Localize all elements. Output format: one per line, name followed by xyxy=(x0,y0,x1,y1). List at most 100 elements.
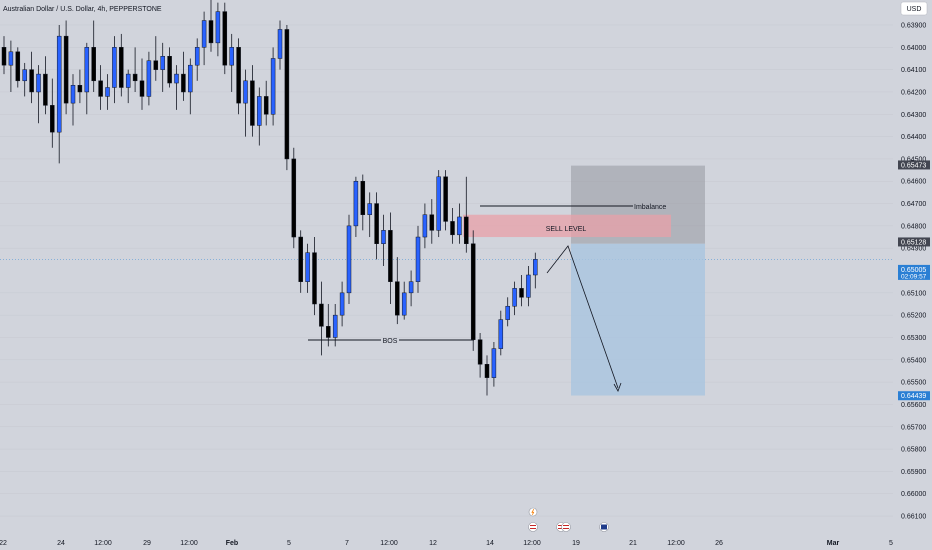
price-tag xyxy=(898,391,930,401)
candle-up xyxy=(270,58,276,115)
candle-down xyxy=(319,303,324,327)
currency-label: USD xyxy=(907,6,922,13)
candle-down xyxy=(132,73,138,82)
event-icons[interactable] xyxy=(528,507,609,532)
us-flag-icon[interactable] xyxy=(528,522,538,532)
us-flag-stripe xyxy=(558,528,564,529)
price-tick-label: 0.63900 xyxy=(901,23,926,30)
candle-down xyxy=(181,73,186,93)
time-tick-label: 12:00 xyxy=(667,540,685,547)
candle-up xyxy=(84,47,90,93)
us-flag-stripe xyxy=(563,525,569,526)
candle-up xyxy=(353,180,359,227)
price-tick-label: 0.65100 xyxy=(901,290,926,297)
candle-down xyxy=(326,326,331,338)
candle-down xyxy=(519,288,524,298)
price-tag xyxy=(898,160,930,170)
imbalance-label: Imbalance xyxy=(634,204,666,211)
candle-up xyxy=(146,60,152,97)
candle-up xyxy=(457,216,462,236)
price-tick-label: 0.64100 xyxy=(901,67,926,74)
time-tick-label: Feb xyxy=(226,540,238,547)
candle-down xyxy=(298,236,303,282)
candle-down xyxy=(443,176,448,222)
candle-up xyxy=(125,73,131,88)
price-tick-label: 0.64500 xyxy=(901,156,926,163)
candle-up xyxy=(229,47,234,66)
price-axis[interactable]: 0.66100 0.66000 0.65900 0.65800 0.65700 0.656… xyxy=(893,0,932,550)
candle-down xyxy=(63,35,69,104)
us-flag-stripe xyxy=(563,528,569,529)
price-tick-label: 0.65400 xyxy=(901,357,926,364)
candle-down xyxy=(98,80,103,97)
currency-button[interactable] xyxy=(900,1,928,16)
candle-down xyxy=(360,180,366,215)
candle-up xyxy=(22,69,27,82)
candle-down xyxy=(284,29,290,160)
candle-up xyxy=(194,47,200,66)
candle-down xyxy=(236,47,241,104)
candle-down xyxy=(50,105,55,133)
candle-down xyxy=(464,216,469,244)
price-tag-label: 0.65005 xyxy=(901,267,926,274)
time-tick-label: 12:00 xyxy=(380,540,398,547)
time-tick-label: 7 xyxy=(345,540,349,547)
candle-up xyxy=(415,236,421,282)
candle-down xyxy=(388,230,393,282)
candle-up xyxy=(367,203,372,215)
candle-up xyxy=(8,51,14,66)
candle-down xyxy=(429,214,435,231)
candle-down xyxy=(139,80,145,97)
price-tick-label: 0.64900 xyxy=(901,246,926,253)
candle-up xyxy=(70,85,76,104)
au-flag-field xyxy=(601,524,607,530)
price-tag xyxy=(898,237,930,247)
candle-down xyxy=(312,252,317,305)
candle-up xyxy=(533,259,538,276)
candle-up xyxy=(332,314,338,338)
candle-up xyxy=(491,348,497,378)
price-tick-label: 0.64200 xyxy=(901,89,926,96)
candle-down xyxy=(77,85,83,93)
candle-down xyxy=(222,11,228,66)
candle-up xyxy=(215,11,221,44)
candle-down xyxy=(477,339,483,365)
price-tick-label: 0.64700 xyxy=(901,201,926,208)
bos-label: BOS xyxy=(383,338,398,345)
candle-down xyxy=(167,55,172,84)
price-tick-label: 0.65900 xyxy=(901,469,926,476)
price-tick-label: 0.64600 xyxy=(901,179,926,186)
time-axis[interactable]: 22 24 12:00 29 12:00 Feb 5 7 12:00 12 14 12:00 19 21 1… xyxy=(0,540,893,547)
time-tick-label: 21 xyxy=(629,540,637,547)
symbol-title: Australian Dollar / U.S. Dollar, 4h, PEP… xyxy=(3,6,162,13)
price-tick-label: 0.64400 xyxy=(901,134,926,141)
candle-down xyxy=(450,221,455,236)
candle-down xyxy=(484,364,490,378)
target-zone xyxy=(571,243,705,396)
time-tick-label: 24 xyxy=(57,540,65,547)
candle-up xyxy=(105,87,110,97)
candle-down xyxy=(395,281,400,316)
candle-down xyxy=(291,158,297,238)
candle-down xyxy=(250,80,255,126)
price-tick-label: 0.65800 xyxy=(901,447,926,454)
candle-up xyxy=(512,288,517,307)
us-flag-icon[interactable] xyxy=(561,522,571,532)
us-flag-stripe xyxy=(530,528,536,529)
candle-up xyxy=(436,176,441,231)
time-tick-label: 5 xyxy=(287,540,291,547)
price-tick-label: 0.64800 xyxy=(901,223,926,230)
price-tag xyxy=(898,264,930,280)
candle-down xyxy=(29,69,34,93)
time-tick-label: 14 xyxy=(486,540,494,547)
candle-up xyxy=(339,292,345,316)
candle-up xyxy=(36,73,41,93)
time-tick-label: 19 xyxy=(572,540,580,547)
header: Australian Dollar / U.S. Dollar, 4h, PEP… xyxy=(3,6,162,13)
candle-up xyxy=(401,292,407,316)
candle-up xyxy=(112,47,117,88)
candles xyxy=(1,0,538,396)
candle-down xyxy=(470,243,476,340)
